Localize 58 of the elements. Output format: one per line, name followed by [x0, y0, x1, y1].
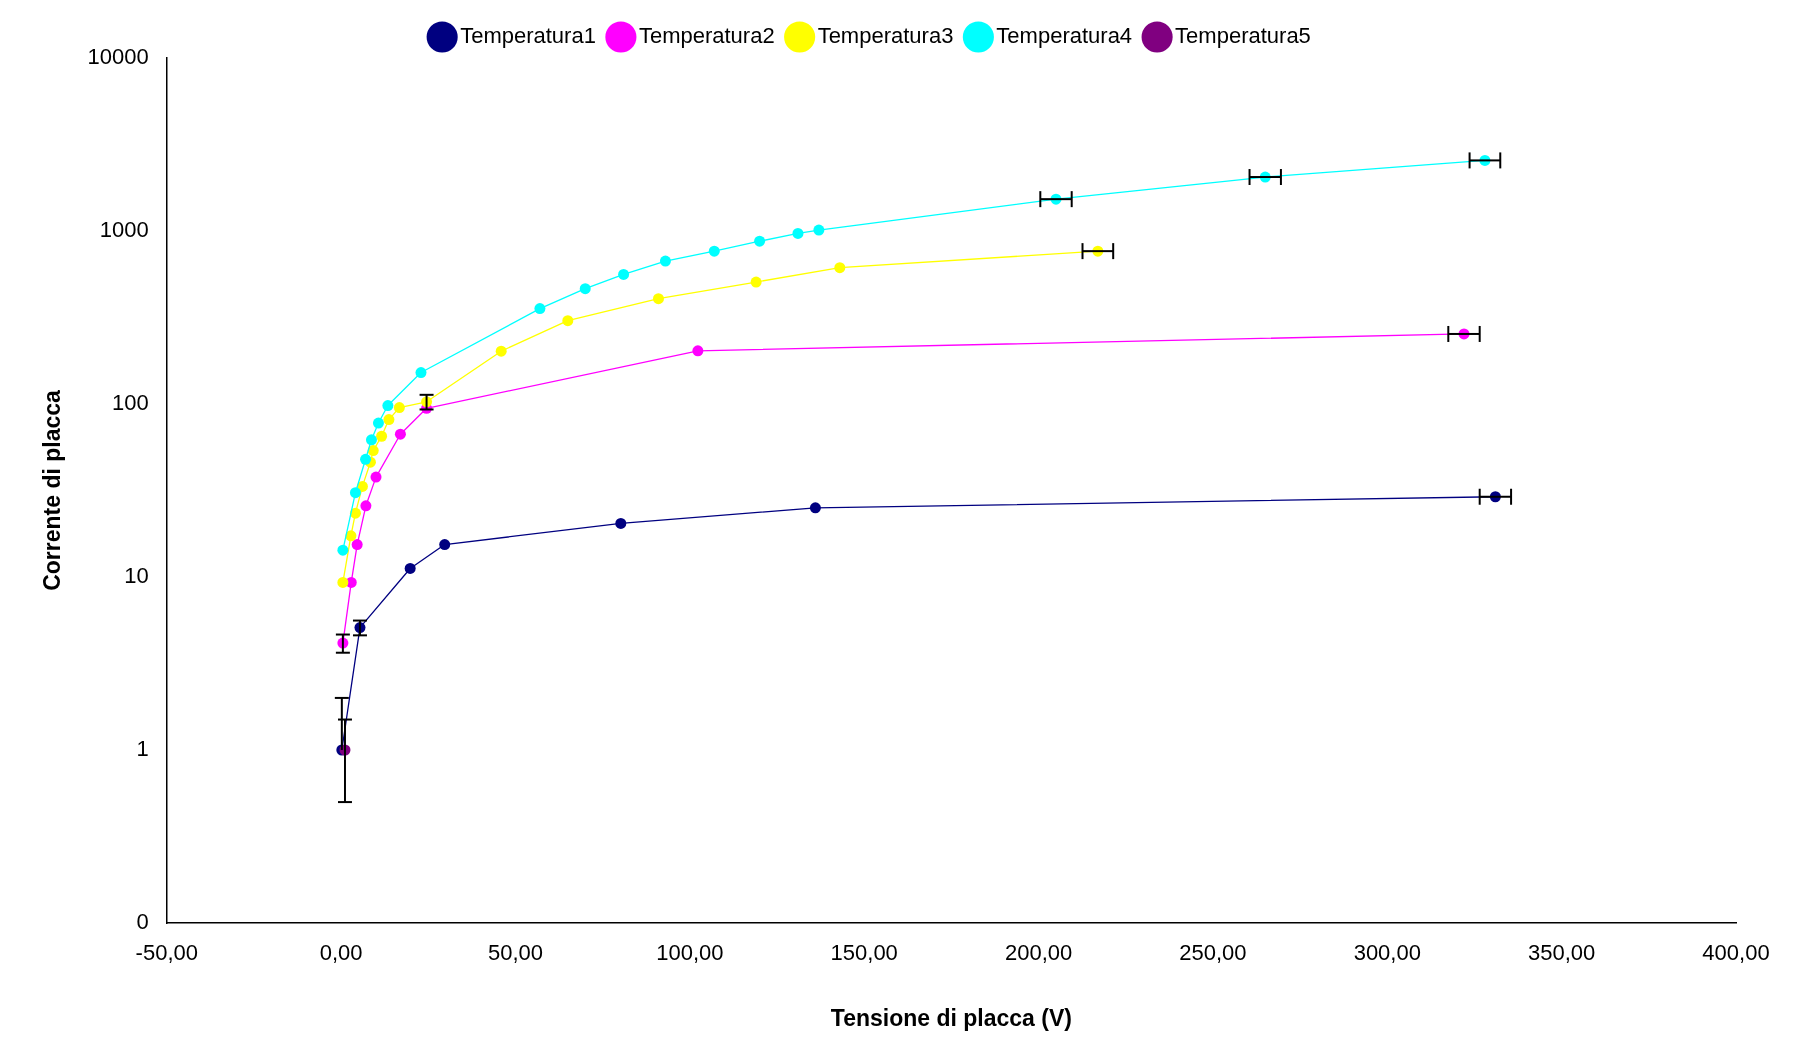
point	[393, 402, 405, 414]
point	[372, 417, 384, 429]
point	[495, 345, 507, 357]
point	[579, 283, 591, 295]
point	[750, 276, 762, 288]
point	[692, 345, 704, 357]
point	[813, 224, 825, 236]
point	[659, 255, 671, 267]
x-tick-label: 350,00	[1527, 940, 1596, 966]
point	[351, 539, 363, 551]
legend-label: Temperatura3	[817, 23, 954, 49]
point	[360, 500, 372, 512]
point	[615, 517, 627, 529]
legend-label: Temperatura1	[460, 23, 596, 49]
x-tick-label: -50,00	[135, 940, 198, 966]
y-axis-title: Corrente di placca	[39, 389, 66, 591]
x-axis-title: Tensione di placca (V)	[830, 1004, 1072, 1031]
point	[360, 453, 372, 465]
x-tick-label: 50,00	[487, 940, 544, 966]
x-tick-label: 250,00	[1179, 940, 1247, 966]
point	[562, 315, 574, 327]
point	[809, 502, 821, 514]
point	[367, 445, 379, 457]
legend-label: Temperatura4	[996, 23, 1133, 49]
y-tick-label: 1000	[99, 217, 149, 243]
point	[652, 293, 664, 305]
x-tick-label: 400,00	[1702, 940, 1770, 966]
legend-label: Temperatura2	[638, 23, 775, 49]
point	[370, 471, 382, 483]
y-tick-label: 0	[136, 909, 149, 935]
y-tick-label: 10000	[87, 44, 149, 70]
point	[618, 268, 630, 280]
x-tick-label: 100,00	[656, 940, 724, 966]
point	[439, 539, 451, 551]
point	[382, 400, 394, 412]
x-tick-label: 200,00	[1004, 940, 1073, 966]
y-tick-label: 1	[136, 736, 149, 762]
point	[404, 562, 416, 574]
y-tick-label: 10	[124, 563, 149, 589]
point	[376, 430, 388, 442]
point	[337, 576, 349, 588]
point	[415, 367, 427, 379]
point	[349, 487, 361, 499]
x-tick-label: 300,00	[1353, 940, 1421, 966]
point	[534, 303, 546, 315]
point	[365, 434, 377, 446]
point	[708, 245, 720, 257]
x-tick-label: 0,00	[319, 940, 363, 966]
point	[834, 262, 846, 274]
point	[383, 414, 395, 426]
point	[345, 530, 357, 542]
point	[792, 227, 804, 239]
y-tick-label: 100	[112, 390, 149, 416]
x-tick-label: 150,00	[830, 940, 898, 966]
legend-label: Temperatura5	[1175, 23, 1311, 49]
point	[754, 235, 766, 247]
point	[337, 544, 349, 556]
point	[394, 428, 406, 440]
